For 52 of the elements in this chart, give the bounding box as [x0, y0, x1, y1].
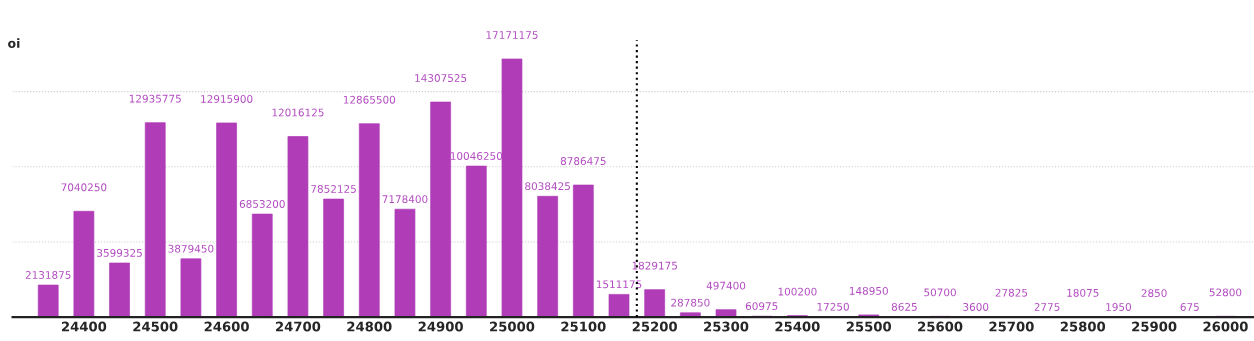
data-label: 3879450	[168, 244, 214, 253]
x-tick-label: 24700	[276, 321, 321, 332]
data-label: 1950	[1106, 303, 1131, 311]
data-label: 675	[1180, 303, 1199, 311]
x-tick-label: 25400	[775, 321, 820, 332]
data-label: 7852125	[311, 185, 356, 193]
data-label: 17250	[817, 302, 849, 311]
data-label: 12935775	[129, 94, 181, 103]
x-tick-label: 24800	[347, 321, 392, 332]
data-label: 2775	[1034, 303, 1060, 311]
x-tick-label: 24400	[61, 321, 107, 332]
data-label: 27825	[995, 288, 1028, 297]
x-tick-label: 25600	[918, 321, 963, 332]
x-tick-label: 25900	[1132, 321, 1177, 332]
data-label: 3600	[963, 303, 989, 311]
data-label: 100200	[778, 287, 817, 296]
x-tick-label: 25100	[561, 321, 606, 332]
data-label: 8786475	[560, 157, 606, 165]
data-label: 2850	[1141, 289, 1167, 298]
x-tick-label: 24600	[204, 321, 249, 332]
data-label: 497400	[706, 281, 746, 290]
x-tick-label: 26000	[1203, 321, 1248, 332]
data-label: 14307525	[415, 74, 467, 82]
data-label: 8038425	[525, 182, 570, 191]
data-label: 3599325	[97, 248, 142, 257]
data-label: 12865500	[343, 95, 396, 104]
data-label: 7040250	[61, 183, 107, 192]
data-label: 50700	[924, 288, 956, 297]
data-label: 52800	[1209, 288, 1242, 297]
data-label: 1829175	[632, 261, 677, 270]
x-tick-label: 24500	[133, 321, 178, 332]
x-tick-label: 25500	[846, 321, 892, 332]
data-label: 2131875	[25, 271, 71, 279]
data-label: 8625	[891, 302, 917, 311]
data-label: 10046250	[450, 152, 503, 160]
x-tick-label: 24900	[418, 321, 463, 332]
x-tick-label: 25700	[989, 321, 1034, 332]
data-label: 287850	[671, 298, 710, 307]
data-label: 18075	[1067, 288, 1099, 297]
y-axis-title: oi	[8, 38, 20, 48]
x-tick-label: 25300	[704, 321, 749, 332]
x-tick-label: 25000	[490, 321, 535, 332]
x-tick-label: 25800	[1060, 321, 1106, 332]
data-label: 7178400	[382, 195, 428, 204]
data-label: 148950	[849, 286, 888, 295]
data-label: 60975	[745, 302, 778, 311]
data-label: 12915900	[201, 95, 253, 103]
data-label: 6853200	[239, 200, 285, 208]
data-label: 1511175	[596, 280, 642, 289]
data-label: 17171175	[486, 31, 538, 39]
x-tick-label: 25200	[632, 321, 677, 332]
data-label: 12016125	[272, 108, 324, 117]
